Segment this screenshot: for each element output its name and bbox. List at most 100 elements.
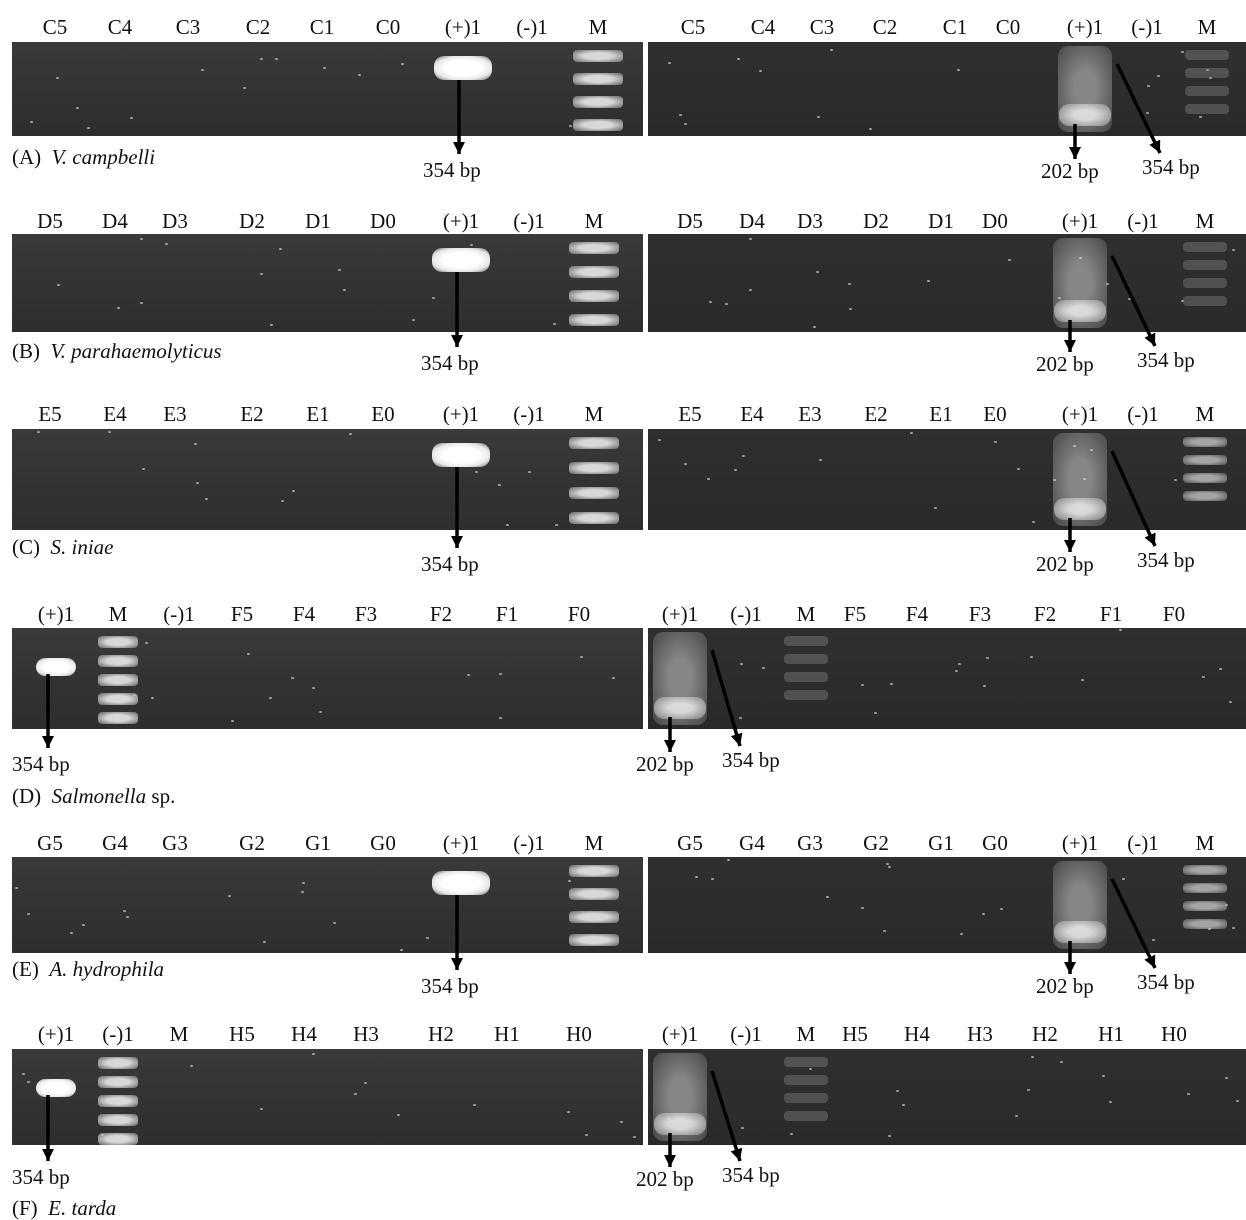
- lane-label: E2: [240, 402, 264, 426]
- gel-speck: [151, 697, 154, 699]
- gel-speck: [15, 887, 18, 889]
- lane-label: (-)1: [102, 1022, 134, 1046]
- ladder-band: [569, 462, 619, 474]
- lane-label: (-)1: [730, 602, 762, 626]
- lane-label: H0: [1161, 1022, 1187, 1046]
- gel-speck: [432, 297, 435, 299]
- lane-label: D4: [102, 209, 128, 233]
- lane-label: M: [108, 602, 128, 626]
- band-202bp: [1059, 104, 1111, 126]
- positive-band-354bp: [36, 1079, 76, 1097]
- ladder-band: [569, 437, 619, 449]
- arrow-354bp-right-head: [1144, 332, 1156, 346]
- gel-speck: [292, 490, 295, 492]
- gel-speck: [739, 717, 742, 719]
- gel-speck: [281, 500, 284, 502]
- ladder-band: [1185, 68, 1229, 78]
- bp-label-354-left: 354 bp: [421, 351, 479, 375]
- gel-speck: [874, 712, 877, 714]
- lane-label: F0: [1162, 602, 1186, 626]
- lane-label: D0: [370, 209, 396, 233]
- gel-panel-left: [12, 42, 643, 136]
- gel-speck: [1008, 259, 1011, 261]
- gel-speck: [260, 58, 263, 60]
- gel-speck: [140, 238, 143, 240]
- gel-speck: [1219, 668, 1222, 670]
- gel-speck: [301, 891, 304, 893]
- gel-speck: [727, 859, 730, 861]
- caption-letter: (C): [12, 535, 40, 559]
- lane-label: (+)1: [444, 15, 482, 39]
- lane-label: (+)1: [1061, 402, 1099, 426]
- lane-label: G4: [102, 831, 128, 855]
- arrow-354bp-left-head: [453, 142, 465, 154]
- lane-label: F1: [1099, 602, 1123, 626]
- bp-label-354-right: 354 bp: [722, 1163, 780, 1187]
- arrow-354bp-left-head: [451, 335, 463, 347]
- ladder-band: [98, 1057, 138, 1069]
- gel-panel-right: [648, 234, 1246, 332]
- ladder-band: [98, 693, 138, 705]
- lane-label: M: [584, 209, 604, 233]
- lane-label: (-)1: [163, 602, 195, 626]
- lane-label: (-)1: [730, 1022, 762, 1046]
- lane-label: H0: [566, 1022, 592, 1046]
- lane-label: F0: [567, 602, 591, 626]
- gel-speck: [228, 895, 231, 897]
- lane-label: M: [1197, 15, 1217, 39]
- gel-speck: [910, 432, 913, 434]
- gel-speck: [205, 498, 208, 500]
- lane-label: D3: [797, 209, 823, 233]
- gel-speck: [816, 271, 819, 273]
- gel-speck: [260, 1108, 263, 1110]
- gel-speck: [612, 677, 615, 679]
- lane-label: (-)1: [1127, 831, 1159, 855]
- ladder-band: [1183, 437, 1227, 447]
- gel-speck: [861, 684, 864, 686]
- lane-label: G0: [370, 831, 396, 855]
- lane-label: F3: [354, 602, 378, 626]
- lane-label: (+)1: [442, 402, 480, 426]
- gel-panel-left: [12, 1049, 643, 1145]
- bp-label-354-left: 354 bp: [423, 158, 481, 182]
- gel-panel-left: [12, 429, 643, 530]
- lane-label: (+)1: [1061, 831, 1099, 855]
- ladder-band: [573, 50, 623, 62]
- gel-speck: [270, 324, 273, 326]
- gel-speck: [888, 1135, 891, 1137]
- bp-label-354-left: 354 bp: [12, 1165, 70, 1189]
- lane-label: E5: [38, 402, 62, 426]
- arrow-354bp-left-head: [42, 736, 54, 748]
- gel-panel-right: [648, 857, 1246, 953]
- gel-speck: [890, 683, 893, 685]
- gel-speck: [260, 273, 263, 275]
- gel-speck: [194, 443, 197, 445]
- gel-speck: [679, 114, 682, 116]
- gel-speck: [934, 507, 937, 509]
- lane-label: M: [588, 15, 608, 39]
- gel-speck: [475, 471, 478, 473]
- lane-label: C1: [309, 15, 335, 39]
- gel-speck: [1206, 69, 1209, 71]
- lane-label: E2: [864, 402, 888, 426]
- ladder-band: [1183, 278, 1227, 288]
- lane-label: F5: [843, 602, 867, 626]
- caption-letter: (E): [12, 957, 39, 981]
- lane-label: F2: [429, 602, 453, 626]
- ladder-band: [1183, 865, 1227, 875]
- lane-label: E3: [798, 402, 822, 426]
- gel-speck: [470, 244, 473, 246]
- ladder-band: [98, 1095, 138, 1107]
- lane-label: C5: [680, 15, 706, 39]
- ladder-band: [98, 655, 138, 667]
- gel-panel-left: [12, 857, 643, 953]
- gel-speck: [809, 1068, 812, 1070]
- ladder-band: [569, 934, 619, 946]
- lane-label: M: [796, 602, 816, 626]
- gel-speck: [56, 77, 59, 79]
- lane-label: H2: [1032, 1022, 1058, 1046]
- gel-speck: [1232, 927, 1235, 929]
- gel-speck: [231, 720, 234, 722]
- lane-label: G0: [982, 831, 1008, 855]
- lane-label: C0: [375, 15, 401, 39]
